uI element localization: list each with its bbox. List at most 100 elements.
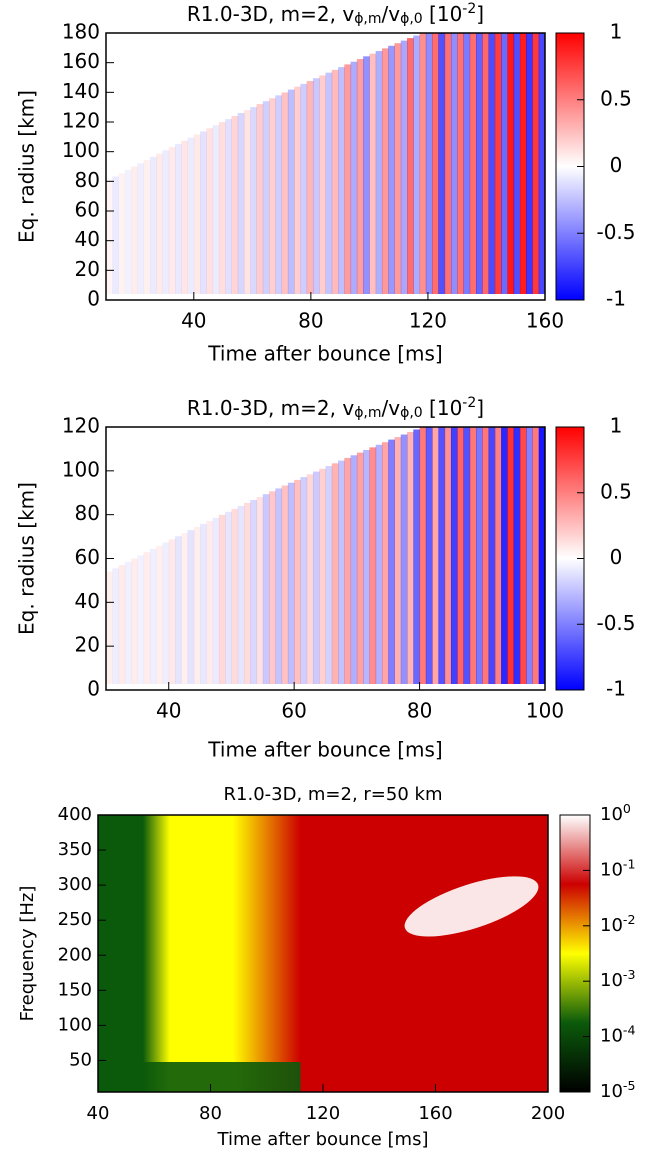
heatmap-texture [287,89,295,294]
x-tick-label: 80 [199,1103,222,1124]
x-axis-label: Time after bounce [ms] [217,1129,429,1150]
title-part: ϕ,m [354,405,381,421]
heatmap-texture [338,67,345,295]
heatmap-texture [281,485,289,684]
title-part: -2 [462,395,476,411]
heatmap-texture [457,33,464,294]
title-part: [10 [423,2,463,26]
heatmap-texture [356,59,364,294]
heatmap-texture [256,104,264,294]
heatmap-texture [419,427,427,684]
heatmap [106,427,545,690]
heatmap-texture [162,150,170,294]
x-tick-label: 200 [531,1103,565,1124]
heatmap-texture [206,520,214,684]
heatmap-texture [131,166,138,294]
heatmap-texture [450,33,458,294]
heatmap-texture [532,427,540,684]
colorbar-tick-exponent: -1 [623,857,636,872]
heatmap-texture [287,482,295,684]
heatmap-texture [463,33,471,294]
y-axis-label: Eq. radius [km] [15,90,39,243]
heatmap-texture [156,153,163,294]
colorbar-tick-label: -1 [606,677,626,701]
heatmap-texture [237,505,245,684]
x-tick-label: 120 [306,1103,340,1124]
x-tick-label: 120 [409,309,447,333]
heatmap-texture [181,140,189,294]
y-tick-label: 100 [58,1014,92,1035]
x-tick-label: 100 [526,699,564,723]
x-tick-label: 80 [407,699,432,723]
heatmap-texture [425,33,433,294]
y-tick-label: 300 [58,874,92,895]
heatmap-texture [162,542,170,684]
heatmap-texture [294,86,301,294]
heatmap-texture [507,427,515,684]
heatmap-texture [250,499,258,684]
heatmap-texture [319,468,326,684]
y-tick-label: 60 [75,198,100,222]
heatmap-texture [225,511,232,684]
x-tick-label: 80 [298,309,323,333]
heatmap-texture [143,552,151,684]
heatmap-texture [404,876,539,937]
heatmap-texture [269,491,276,684]
y-tick-label: 120 [62,414,100,438]
heatmap-texture [425,427,433,684]
heatmap-texture [212,517,220,684]
heatmap-texture [488,33,496,294]
heatmap-texture [513,33,521,294]
heatmap-texture [513,427,521,684]
heatmap-texture [494,427,502,684]
heatmap-texture [532,33,540,294]
y-tick-label: 40 [75,227,100,251]
heatmap-texture [538,33,545,294]
title-part: /v [382,2,401,26]
y-tick-label: 80 [75,501,100,525]
heatmap-texture [187,137,195,294]
title-part: ] [476,2,484,26]
colorbar-tick-label: -1 [606,287,626,311]
heatmap-texture [363,449,370,684]
colorbar-tick-base: 10 [600,970,623,991]
colorbar-tick-label: 0 [610,545,623,569]
heatmap-texture [149,156,157,294]
y-tick-label: 20 [75,633,100,657]
title-part: ϕ,0 [400,11,423,27]
heatmap-texture [494,33,502,294]
heatmap-texture [319,75,326,294]
y-tick-label: 250 [58,909,92,930]
colorbar-tick-exponent: -5 [623,1078,636,1093]
heatmap-texture [156,545,163,684]
heatmap-texture [312,471,320,684]
colorbar-tick-label: 0 [610,153,623,177]
heatmap-texture [98,1062,301,1092]
heatmap-texture [519,427,527,684]
x-axis-label: Time after bounce [ms] [207,738,442,762]
heatmap-texture [306,81,314,295]
heatmap-texture [363,56,370,294]
y-tick-label: 0 [87,677,100,701]
heatmap-texture [106,179,113,294]
heatmap-texture [168,539,176,684]
y-tick-label: 120 [62,109,100,133]
y-axis-label: Frequency [Hz] [17,886,38,1022]
heatmap-texture [469,33,477,294]
y-tick-label: 100 [62,457,100,481]
heatmap-texture [407,431,414,684]
heatmap-texture [137,555,145,684]
heatmap-texture [269,98,276,295]
colorbar-tick-label: 1 [610,20,623,44]
heatmap-texture [112,176,120,294]
colorbar-tick-label: 1 [610,414,623,438]
heatmap-texture [519,33,527,294]
colorbar-tick-exponent: 0 [623,801,631,816]
heatmap-texture [256,497,264,684]
colorbar-tick-label: 10-4 [600,1023,635,1047]
x-tick-label: 40 [156,699,181,723]
x-tick-label: 160 [418,1103,452,1124]
heatmap-texture [413,35,421,295]
heatmap-texture [231,116,239,295]
heatmap-texture [237,113,245,294]
